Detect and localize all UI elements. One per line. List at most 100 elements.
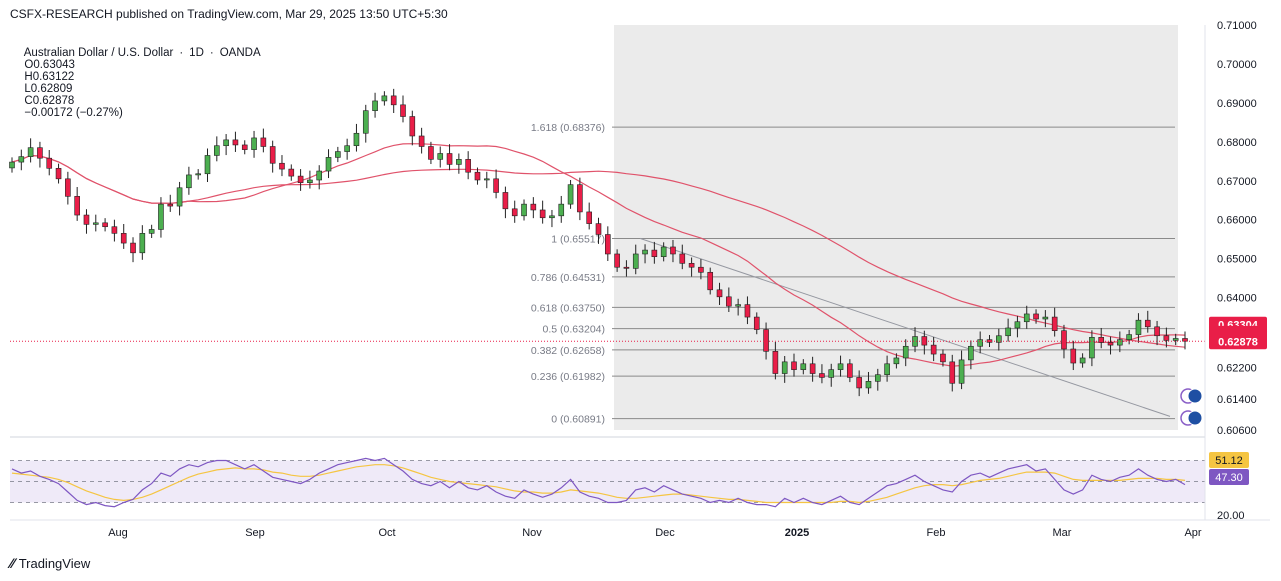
fib-level-label: 0.382 (0.62658) — [531, 345, 605, 357]
candle-body — [726, 296, 732, 307]
candle-body — [595, 223, 602, 235]
symbol-name[interactable]: Australian Dollar / U.S. Dollar — [23, 47, 174, 59]
candle-body — [530, 203, 537, 211]
data-source: OANDA — [219, 47, 261, 59]
publisher-line: CSFX-RESEARCH published on TradingView.c… — [10, 7, 448, 21]
candle-body — [483, 178, 490, 181]
candle-body — [1089, 337, 1095, 359]
footer: ⁄∕ TradingView — [10, 555, 90, 571]
candle-body — [27, 147, 34, 157]
candle-body — [353, 132, 360, 147]
candle-body — [223, 139, 229, 147]
candle-body — [651, 249, 658, 258]
rsi-ma-tag-label: 51.12 — [1215, 455, 1243, 467]
candle-body — [921, 336, 928, 346]
currency-flag-icon — [1187, 410, 1203, 426]
candle-body — [865, 381, 872, 389]
candle-body — [614, 253, 620, 268]
candle-body — [74, 196, 80, 216]
candle-body — [241, 144, 248, 150]
candle-body — [130, 242, 136, 254]
candle-body — [660, 246, 667, 258]
ma-slow-line — [11, 154, 1186, 348]
fib-level-label: 0.5 (0.63204) — [543, 324, 605, 336]
candle-body — [679, 253, 686, 264]
candle-body — [549, 215, 555, 219]
candle-body — [698, 266, 704, 273]
fib-level-label: 0.618 (0.63750) — [531, 302, 605, 314]
candle-body — [18, 156, 25, 163]
candle-body — [120, 233, 127, 244]
candle-body — [558, 203, 565, 217]
candle-body — [521, 203, 527, 217]
price-tick-label: 0.62200 — [1217, 363, 1257, 375]
rsi-ma-line — [11, 464, 1186, 504]
candle-body — [400, 104, 406, 117]
candle-body — [847, 363, 853, 378]
time-tick-label: Aug — [108, 527, 128, 539]
candle-body — [437, 153, 444, 160]
candle-body — [884, 363, 890, 376]
rsi-tag-label: 47.30 — [1215, 472, 1243, 484]
candle-body — [474, 171, 481, 181]
price-tick-label: 0.68000 — [1217, 137, 1257, 149]
candle-body — [577, 184, 583, 213]
low-value: L0.62809 — [24, 83, 73, 95]
candle-body — [92, 222, 99, 225]
candle-body — [456, 159, 462, 165]
candle-body — [148, 229, 155, 234]
candle-body — [493, 178, 499, 193]
candle-body — [1070, 348, 1077, 364]
brand-name: TradingView — [18, 555, 91, 571]
candle-body — [1079, 357, 1086, 364]
candle-body — [381, 95, 388, 102]
candle-body — [996, 335, 1002, 343]
candle-body — [1107, 342, 1114, 346]
candle-body — [9, 161, 15, 169]
candle-body — [1061, 330, 1067, 350]
candle-body — [176, 187, 183, 207]
candle-body — [1098, 337, 1105, 343]
price-tick-label: 0.70000 — [1217, 59, 1257, 71]
time-tick-label: Oct — [378, 527, 395, 539]
candle-body — [893, 357, 900, 365]
candle-body — [1182, 338, 1188, 342]
candle-body — [158, 203, 164, 230]
candle-body — [111, 226, 118, 234]
price-tick-label: 0.61400 — [1217, 394, 1257, 406]
price-tick-label: 0.71000 — [1217, 20, 1257, 32]
candle-body — [1172, 338, 1179, 341]
candle-body — [949, 361, 956, 384]
axes: 0.71000 0.70000 0.69000 0.68000 0.67000 0.660… — [10, 20, 1270, 539]
interval[interactable]: 1D — [189, 47, 204, 59]
price-tick-label: 0.65000 — [1217, 254, 1257, 266]
price-tag-label: 0.62878 — [1218, 336, 1258, 348]
price-tick-label: 0.69000 — [1217, 98, 1257, 110]
price-tick-label: 0.64000 — [1217, 293, 1257, 305]
candle-body — [605, 234, 611, 255]
candle-body — [1144, 319, 1151, 328]
candle-body — [279, 162, 285, 170]
candle-body — [1042, 316, 1049, 320]
candle-body — [139, 233, 146, 254]
price-pane[interactable]: 1.618 (0.68376) 1 (0.65517) 0.786 (0.64531… — [9, 25, 1206, 430]
open-value: O0.63043 — [24, 59, 75, 71]
candle-body — [707, 271, 714, 291]
candle-body — [418, 135, 425, 147]
candle-body — [195, 173, 201, 176]
candle-body — [781, 361, 788, 374]
candle-body — [809, 363, 816, 374]
candle-body — [940, 353, 946, 363]
candle-body — [539, 209, 546, 219]
rsi-pane[interactable] — [10, 436, 1205, 508]
candle-body — [344, 145, 350, 152]
change-value: −0.00172 (−0.27%) — [24, 107, 123, 119]
candle-body — [902, 345, 909, 359]
candle-body — [446, 153, 453, 165]
candle-body — [251, 137, 257, 150]
candle-body — [735, 304, 741, 307]
candle-body — [1154, 326, 1160, 337]
candle-body — [362, 110, 369, 134]
candle-body — [874, 374, 881, 382]
